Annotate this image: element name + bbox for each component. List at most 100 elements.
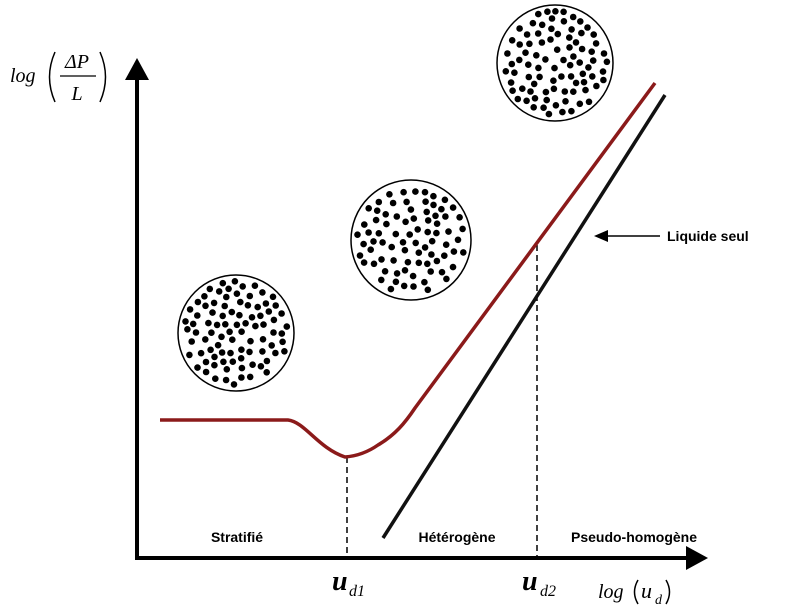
particle: [230, 381, 238, 388]
particle: [516, 25, 523, 32]
particle: [201, 293, 208, 300]
particle: [189, 320, 197, 328]
particle: [218, 333, 225, 341]
particle: [219, 312, 226, 320]
particle: [459, 225, 466, 233]
particle: [278, 330, 286, 337]
particle: [424, 217, 432, 224]
particle: [578, 45, 586, 53]
particle: [213, 321, 221, 329]
particle: [428, 237, 436, 245]
particle: [206, 285, 214, 293]
particle: [238, 374, 245, 381]
particle: [209, 309, 216, 316]
particle: [223, 293, 230, 301]
particle: [421, 278, 428, 286]
particle: [438, 268, 446, 276]
particle: [259, 336, 267, 343]
x-arrow: [686, 546, 708, 570]
particle: [421, 244, 429, 251]
particle: [415, 259, 423, 267]
particle: [263, 357, 271, 365]
particle: [445, 228, 452, 235]
particle: [568, 107, 575, 115]
particle: [519, 85, 526, 92]
particle: [540, 104, 547, 111]
particle: [508, 60, 516, 68]
particle: [383, 220, 390, 228]
particle: [361, 221, 368, 228]
particle: [561, 88, 569, 95]
particle: [547, 36, 554, 43]
particle: [593, 82, 600, 90]
particle: [443, 275, 450, 283]
particle: [365, 205, 373, 212]
particle: [454, 236, 462, 244]
particle: [584, 24, 591, 31]
particle: [259, 348, 266, 355]
particle: [262, 300, 270, 307]
particle: [389, 199, 397, 207]
particle: [550, 77, 557, 84]
x-axis-prefix: log: [598, 581, 624, 603]
particle: [427, 268, 435, 275]
particle: [415, 249, 423, 256]
particle: [560, 18, 568, 25]
particle: [226, 328, 233, 336]
y-axis-numerator: ΔP: [64, 51, 89, 73]
particle: [523, 31, 531, 38]
particle: [409, 272, 417, 280]
particle: [390, 257, 397, 264]
particle: [422, 198, 429, 205]
particle: [428, 251, 435, 258]
particle: [222, 321, 229, 328]
particle: [438, 205, 445, 213]
particle: [414, 226, 422, 233]
particle: [207, 346, 214, 354]
particle: [184, 326, 191, 333]
particle: [246, 292, 254, 300]
particle: [212, 375, 219, 383]
bubbles: [177, 4, 614, 392]
particle: [229, 358, 237, 366]
particle: [560, 8, 567, 16]
particle: [548, 15, 556, 22]
particle: [186, 306, 194, 313]
particle: [356, 252, 364, 259]
particle: [188, 338, 195, 345]
particle: [400, 282, 408, 290]
particle: [531, 95, 539, 102]
x-axis-var: u: [641, 578, 652, 603]
particle: [530, 80, 538, 88]
particle: [578, 29, 585, 37]
particle: [214, 341, 222, 349]
particle: [406, 231, 414, 238]
liquid-line: [381, 94, 667, 539]
particle: [600, 76, 607, 84]
marker-sub: d2: [540, 583, 556, 600]
particle: [516, 56, 523, 64]
particle: [202, 368, 210, 376]
particle: [238, 364, 246, 372]
particle: [269, 293, 277, 301]
particle: [401, 246, 409, 254]
y-arrow: [125, 58, 149, 80]
particle: [577, 18, 584, 25]
particle: [194, 298, 202, 306]
particle: [270, 329, 277, 336]
particle: [450, 248, 458, 255]
particle: [386, 191, 393, 198]
particle: [382, 211, 390, 218]
particle: [367, 246, 375, 253]
particle: [523, 97, 530, 105]
particle: [272, 349, 279, 357]
particle: [545, 110, 553, 118]
particle: [238, 346, 245, 354]
particle: [538, 21, 546, 29]
particle: [410, 283, 417, 290]
particle: [392, 278, 400, 286]
particle: [522, 49, 529, 56]
particle: [536, 73, 543, 81]
particle: [552, 102, 560, 109]
